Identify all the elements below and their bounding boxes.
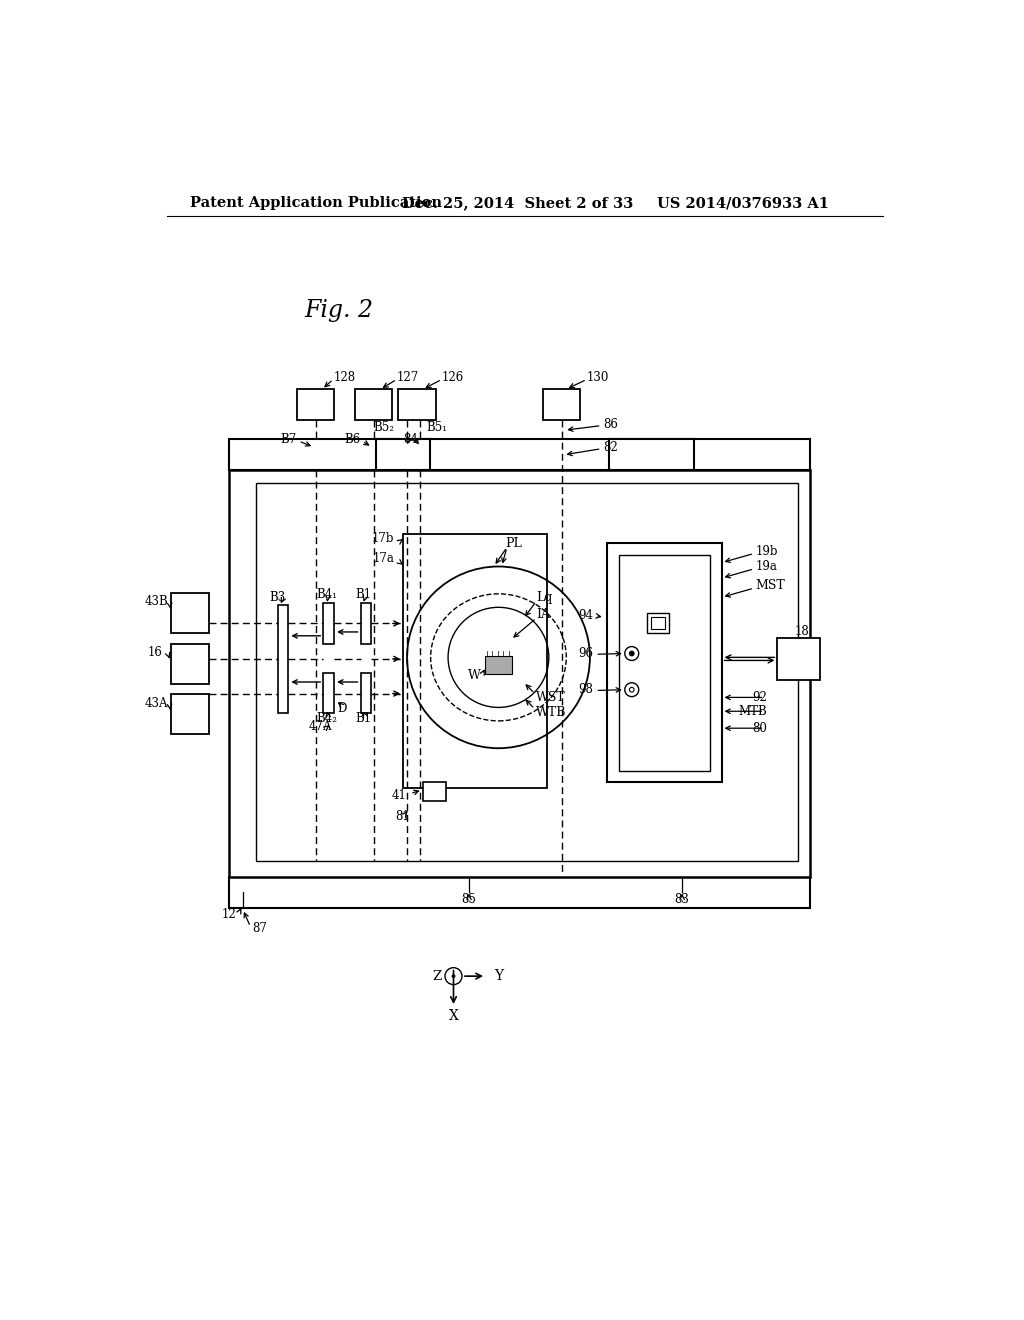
Bar [647, 612, 669, 632]
Text: Patent Application Publication: Patent Application Publication [190, 197, 442, 210]
Bar [397, 389, 436, 420]
Bar [171, 693, 209, 734]
Text: 127: 127 [397, 371, 419, 384]
Text: 83: 83 [675, 894, 689, 907]
Text: 47A: 47A [308, 721, 332, 733]
Text: 80: 80 [753, 722, 767, 735]
Bar [651, 616, 665, 628]
Text: 12: 12 [222, 908, 237, 921]
Text: 84: 84 [403, 433, 419, 446]
Text: B5₁: B5₁ [426, 421, 447, 434]
Text: 87: 87 [252, 921, 267, 935]
Text: Y: Y [494, 969, 503, 983]
Text: B6: B6 [344, 433, 360, 446]
Text: MST: MST [756, 579, 785, 593]
Text: PL: PL [506, 537, 522, 550]
Bar [543, 389, 580, 420]
Text: 92: 92 [753, 690, 767, 704]
Text: WTB: WTB [537, 706, 567, 719]
Bar [324, 673, 334, 713]
Bar [228, 876, 810, 908]
Text: 86: 86 [603, 417, 617, 430]
Text: 43A: 43A [144, 697, 168, 710]
Bar [423, 781, 445, 801]
Text: 19a: 19a [756, 560, 777, 573]
Bar [376, 440, 430, 470]
Bar [777, 638, 820, 681]
FancyBboxPatch shape [484, 656, 512, 675]
Text: Z: Z [432, 970, 442, 982]
Text: 17b: 17b [372, 532, 394, 545]
Text: Lq: Lq [537, 591, 553, 603]
Bar [403, 535, 547, 788]
Text: 128: 128 [334, 371, 355, 384]
Text: B1: B1 [355, 589, 372, 602]
Bar [324, 603, 334, 644]
Text: 18: 18 [795, 626, 810, 639]
Text: 94: 94 [578, 609, 593, 622]
Text: 126: 126 [442, 371, 464, 384]
Bar [256, 483, 799, 861]
Bar [360, 673, 372, 713]
Bar [360, 603, 372, 644]
Bar [355, 389, 392, 420]
Text: B3: B3 [269, 591, 286, 603]
Bar [171, 594, 209, 634]
Text: WST: WST [537, 690, 566, 704]
Bar [171, 644, 209, 684]
Circle shape [452, 974, 456, 978]
Text: 81: 81 [395, 810, 411, 824]
Bar [607, 544, 722, 781]
Text: US 2014/0376933 A1: US 2014/0376933 A1 [656, 197, 828, 210]
Text: 98: 98 [579, 684, 593, 696]
Text: D: D [337, 702, 346, 714]
Text: MTB: MTB [738, 705, 767, 718]
Text: 19b: 19b [756, 545, 778, 557]
Text: B1: B1 [355, 713, 372, 726]
Text: 85: 85 [462, 894, 476, 907]
Text: X: X [449, 1010, 459, 1023]
Text: 96: 96 [578, 647, 593, 660]
Bar [228, 470, 810, 876]
Text: 16: 16 [148, 647, 163, 659]
Text: B5₂: B5₂ [374, 421, 394, 434]
Bar [608, 440, 693, 470]
Bar [297, 389, 334, 420]
Text: 130: 130 [587, 371, 609, 384]
Text: B7: B7 [281, 433, 297, 446]
Bar [228, 440, 810, 470]
Text: 41: 41 [392, 789, 407, 803]
Bar [278, 605, 289, 713]
Circle shape [630, 651, 634, 656]
Text: W: W [468, 669, 480, 682]
Text: B4₁: B4₁ [315, 589, 337, 602]
Text: Fig. 2: Fig. 2 [305, 300, 374, 322]
Bar [618, 554, 710, 771]
Text: IA: IA [537, 607, 551, 620]
Text: Dec. 25, 2014  Sheet 2 of 33: Dec. 25, 2014 Sheet 2 of 33 [401, 197, 633, 210]
Text: B4₂: B4₂ [315, 713, 337, 726]
Text: 82: 82 [603, 441, 617, 454]
Text: 43B: 43B [144, 594, 168, 607]
Text: 17a: 17a [373, 552, 394, 565]
